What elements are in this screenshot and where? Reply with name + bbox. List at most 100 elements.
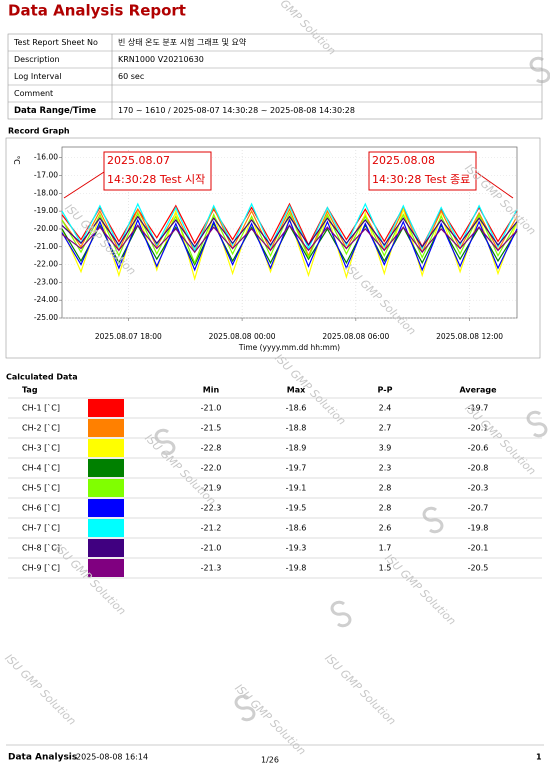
average-cell: -20.8 <box>468 464 489 473</box>
min-cell: -22.3 <box>201 504 222 513</box>
logo <box>234 694 256 722</box>
min-cell: -22.8 <box>201 444 222 453</box>
footer-page: 1/26 <box>261 756 279 765</box>
table-header: P-P <box>378 386 393 395</box>
color-swatch <box>88 539 124 557</box>
color-swatch <box>88 559 124 577</box>
watermark-logos <box>154 56 550 722</box>
x-tick-label: 2025.08.08 00:00 <box>209 332 276 341</box>
average-cell: -20.5 <box>468 564 489 573</box>
y-tick-label: -21.00 <box>34 242 58 251</box>
series-line <box>61 206 518 258</box>
tag-cell: CH-2 [`C] <box>22 423 60 433</box>
pp-cell: 3.9 <box>379 444 392 453</box>
info-label: Data Range/Time <box>14 106 96 116</box>
watermark: ISU GMP Solution <box>322 652 398 728</box>
average-cell: -20.3 <box>468 484 489 493</box>
tag-cell: CH-5 [`C] <box>22 483 60 493</box>
info-label: Test Report Sheet No <box>13 38 98 47</box>
chart-frame <box>5 137 541 359</box>
info-value: 빈 상태 온도 분포 시험 그래프 및 요약 <box>118 37 247 47</box>
annotation-text: 2025.08.08 <box>372 154 435 167</box>
pp-cell: 2.6 <box>379 524 392 533</box>
average-cell: -20.6 <box>468 444 489 453</box>
pp-cell: 1.7 <box>379 544 392 553</box>
color-swatch <box>88 479 124 497</box>
series-line <box>61 215 518 248</box>
table-header: Tag <box>22 386 38 395</box>
min-cell: -22.0 <box>201 464 222 473</box>
logo <box>526 410 548 438</box>
color-swatch <box>88 499 124 517</box>
max-cell: -19.3 <box>286 544 307 553</box>
series-line <box>61 224 518 254</box>
color-swatch <box>88 399 124 417</box>
tag-cell: CH-8 [`C] <box>22 543 60 553</box>
info-table-border <box>7 33 543 120</box>
min-cell: -21.0 <box>201 544 222 553</box>
y-tick-label: -22.00 <box>34 260 58 269</box>
watermark: ISU GMP Solution <box>2 652 78 728</box>
y-tick-label: -16.00 <box>34 153 58 162</box>
max-cell: -19.7 <box>286 464 307 473</box>
info-value: 60 sec <box>118 72 144 81</box>
max-cell: -18.6 <box>286 524 307 533</box>
logo <box>422 506 444 534</box>
average-cell: -19.7 <box>468 404 489 413</box>
y-tick-label: -18.00 <box>34 188 58 197</box>
min-cell: -21.5 <box>201 424 222 433</box>
pp-cell: 2.8 <box>379 484 392 493</box>
table-header: Max <box>287 386 306 395</box>
info-label: Comment <box>14 89 53 98</box>
min-cell: -21.0 <box>201 404 222 413</box>
pp-cell: 2.3 <box>379 464 392 473</box>
max-cell: -18.8 <box>286 424 307 433</box>
info-value: 170 ~ 1610 / 2025-08-07 14:30:28 ~ 2025-… <box>118 106 355 115</box>
annotation-text: 14:30:28 Test 시작 <box>107 173 205 186</box>
color-swatch <box>88 459 124 477</box>
footer-label: Data Analysis <box>8 753 77 763</box>
max-cell: -19.8 <box>286 564 307 573</box>
x-axis-label: Time (yyyy.mm.dd hh:mm) <box>238 343 340 352</box>
average-cell: -19.8 <box>468 524 489 533</box>
average-cell: -20.1 <box>468 544 489 553</box>
watermark: ISU GMP Solution <box>382 552 458 628</box>
color-swatch <box>88 519 124 537</box>
annotation-box <box>103 151 212 191</box>
average-cell: -20.1 <box>468 424 489 433</box>
annotation-text: 2025.08.07 <box>107 154 170 167</box>
min-cell: -21.3 <box>201 564 222 573</box>
info-value: KRN1000 V20210630 <box>118 55 204 64</box>
page-number: 1 <box>536 753 542 762</box>
color-swatch <box>88 419 124 437</box>
logo <box>330 600 352 628</box>
tag-cell: CH-7 [`C] <box>22 523 60 533</box>
annotation-box <box>368 151 477 191</box>
series-line <box>61 211 518 265</box>
max-cell: -18.9 <box>286 444 307 453</box>
section-title: Record Graph <box>8 127 70 136</box>
pp-cell: 2.8 <box>379 504 392 513</box>
table-header: Min <box>203 386 220 395</box>
watermark: ISU GMP Solution <box>262 0 338 58</box>
footer-date: 2025-08-08 16:14 <box>76 753 148 762</box>
y-tick-label: -17.00 <box>34 171 58 180</box>
annotation-arrow <box>475 171 514 199</box>
pp-cell: 2.7 <box>379 424 392 433</box>
x-tick-label: 2025.08.08 06:00 <box>322 332 389 341</box>
y-tick-label: -25.00 <box>34 313 58 322</box>
info-label: Log Interval <box>14 72 61 81</box>
watermark: ISU GMP Solution <box>272 352 348 428</box>
y-axis-label: °C <box>12 156 21 165</box>
logo <box>529 56 550 84</box>
tag-cell: CH-6 [`C] <box>22 503 60 513</box>
y-tick-label: -19.00 <box>34 206 58 215</box>
y-tick-label: -24.00 <box>34 295 58 304</box>
max-cell: -18.6 <box>286 404 307 413</box>
series-line <box>61 202 518 252</box>
max-cell: -19.1 <box>286 484 307 493</box>
report-title: Data Analysis Report <box>8 2 186 20</box>
tag-cell: CH-4 [`C] <box>22 463 60 473</box>
annotation-arrow <box>63 171 105 199</box>
